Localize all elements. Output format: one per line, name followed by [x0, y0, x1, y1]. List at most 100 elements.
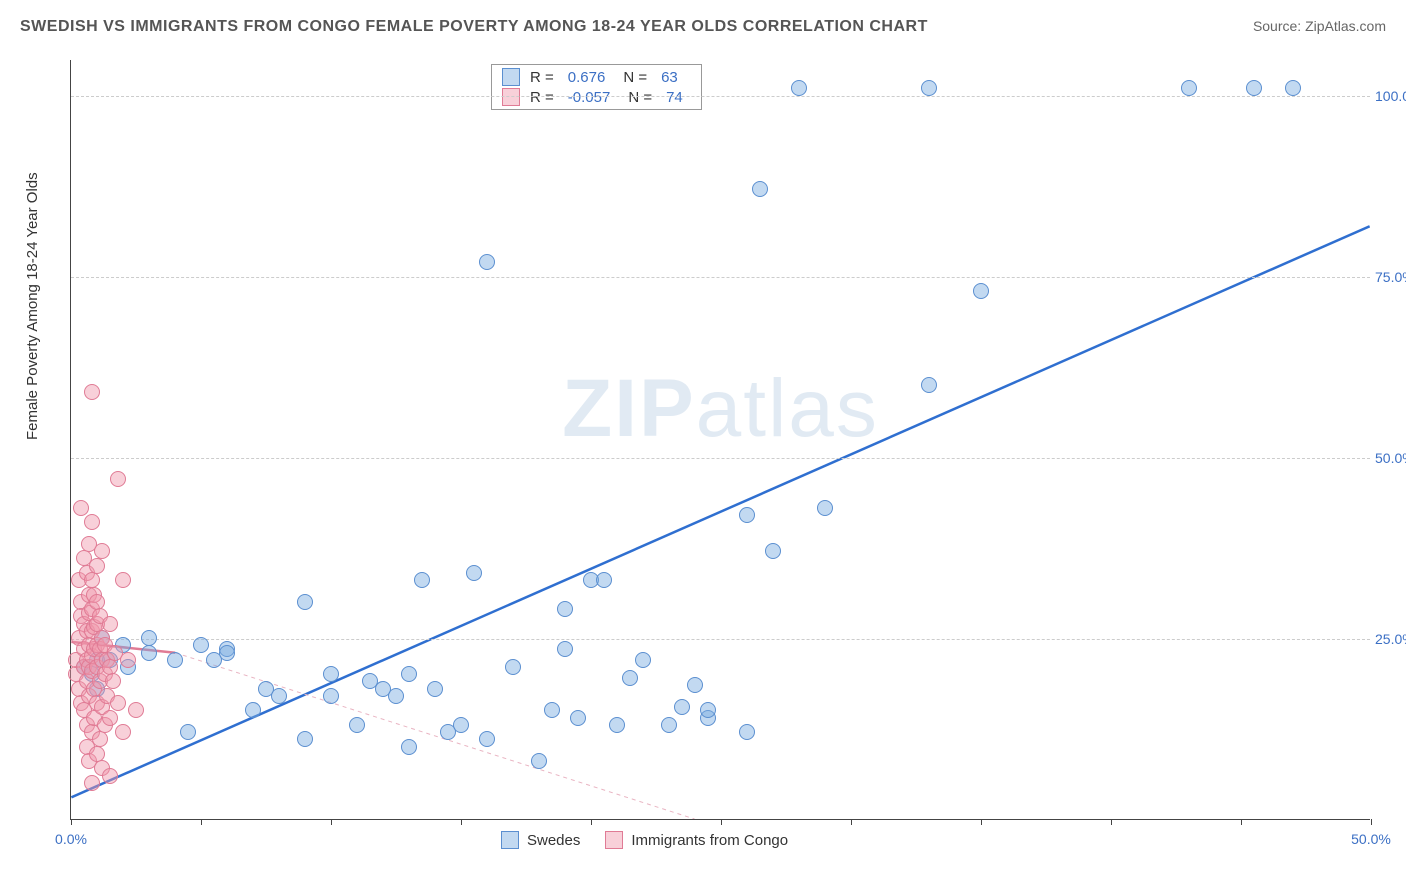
x-tick-mark: [201, 819, 202, 825]
legend-item: Swedes: [501, 831, 580, 849]
data-point: [110, 695, 126, 711]
data-point: [544, 702, 560, 718]
data-point: [102, 710, 118, 726]
data-point: [674, 699, 690, 715]
data-point: [973, 283, 989, 299]
data-point: [765, 543, 781, 559]
data-point: [1181, 80, 1197, 96]
data-point: [622, 670, 638, 686]
data-point: [120, 652, 136, 668]
gridline: [71, 458, 1370, 459]
x-tick-mark: [331, 819, 332, 825]
watermark: ZIPatlas: [562, 362, 879, 456]
x-tick-label: 0.0%: [55, 831, 87, 847]
gridline: [71, 96, 1370, 97]
data-point: [1285, 80, 1301, 96]
data-point: [921, 80, 937, 96]
series-legend: Swedes Immigrants from Congo: [501, 831, 788, 849]
scatter-plot: ZIPatlas R =0.676N =63R =-0.057N =74 Swe…: [70, 60, 1370, 820]
x-tick-mark: [591, 819, 592, 825]
y-tick-label: 25.0%: [1375, 631, 1406, 647]
data-point: [105, 673, 121, 689]
data-point: [752, 181, 768, 197]
data-point: [323, 666, 339, 682]
x-tick-mark: [1371, 819, 1372, 825]
y-axis-title: Female Poverty Among 18-24 Year Olds: [24, 172, 41, 440]
y-tick-label: 100.0%: [1375, 88, 1406, 104]
x-tick-mark: [71, 819, 72, 825]
stats-row: R =0.676N =63: [492, 67, 701, 87]
regression-lines: [71, 60, 1370, 819]
data-point: [739, 507, 755, 523]
data-point: [115, 724, 131, 740]
data-point: [297, 594, 313, 610]
data-point: [84, 514, 100, 530]
gridline: [71, 639, 1370, 640]
data-point: [89, 558, 105, 574]
data-point: [479, 254, 495, 270]
data-point: [219, 645, 235, 661]
x-tick-mark: [1111, 819, 1112, 825]
data-point: [102, 616, 118, 632]
x-tick-mark: [1241, 819, 1242, 825]
data-point: [453, 717, 469, 733]
gridline: [71, 277, 1370, 278]
data-point: [817, 500, 833, 516]
data-point: [791, 80, 807, 96]
legend-swatch: [501, 831, 519, 849]
data-point: [635, 652, 651, 668]
data-point: [73, 500, 89, 516]
data-point: [661, 717, 677, 733]
data-point: [1246, 80, 1262, 96]
data-point: [700, 702, 716, 718]
x-tick-label: 50.0%: [1351, 831, 1391, 847]
data-point: [128, 702, 144, 718]
y-tick-label: 75.0%: [1375, 269, 1406, 285]
data-point: [102, 768, 118, 784]
data-point: [84, 775, 100, 791]
data-point: [570, 710, 586, 726]
data-point: [557, 601, 573, 617]
data-point: [297, 731, 313, 747]
data-point: [271, 688, 287, 704]
data-point: [89, 594, 105, 610]
data-point: [110, 471, 126, 487]
data-point: [84, 572, 100, 588]
legend-swatch: [502, 68, 520, 86]
data-point: [596, 572, 612, 588]
data-point: [115, 572, 131, 588]
data-point: [92, 731, 108, 747]
data-point: [349, 717, 365, 733]
data-point: [102, 659, 118, 675]
legend-swatch: [605, 831, 623, 849]
legend-label: Swedes: [527, 832, 580, 849]
data-point: [531, 753, 547, 769]
data-point: [427, 681, 443, 697]
data-point: [479, 731, 495, 747]
data-point: [388, 688, 404, 704]
data-point: [167, 652, 183, 668]
data-point: [505, 659, 521, 675]
x-tick-mark: [981, 819, 982, 825]
data-point: [180, 724, 196, 740]
x-tick-mark: [461, 819, 462, 825]
source-label: Source: ZipAtlas.com: [1253, 18, 1386, 34]
watermark-light: atlas: [696, 363, 879, 454]
data-point: [687, 677, 703, 693]
x-tick-mark: [851, 819, 852, 825]
chart-title: SWEDISH VS IMMIGRANTS FROM CONGO FEMALE …: [20, 18, 928, 36]
data-point: [921, 377, 937, 393]
data-point: [141, 645, 157, 661]
data-point: [141, 630, 157, 646]
legend-label: Immigrants from Congo: [631, 832, 788, 849]
data-point: [193, 637, 209, 653]
stats-legend: R =0.676N =63R =-0.057N =74: [491, 64, 702, 110]
data-point: [323, 688, 339, 704]
data-point: [739, 724, 755, 740]
legend-item: Immigrants from Congo: [605, 831, 788, 849]
data-point: [609, 717, 625, 733]
watermark-bold: ZIP: [562, 363, 696, 454]
data-point: [401, 739, 417, 755]
data-point: [401, 666, 417, 682]
x-tick-mark: [721, 819, 722, 825]
